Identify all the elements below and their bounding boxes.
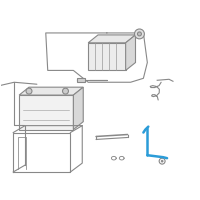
Polygon shape [126, 35, 136, 70]
Circle shape [63, 88, 68, 94]
Polygon shape [77, 78, 85, 82]
Polygon shape [88, 35, 136, 43]
Polygon shape [19, 95, 73, 130]
Polygon shape [88, 43, 126, 70]
Polygon shape [19, 87, 83, 95]
Circle shape [26, 88, 32, 94]
Circle shape [161, 160, 163, 162]
Polygon shape [73, 87, 83, 130]
Circle shape [137, 32, 141, 36]
Circle shape [159, 158, 165, 164]
Circle shape [135, 29, 144, 39]
